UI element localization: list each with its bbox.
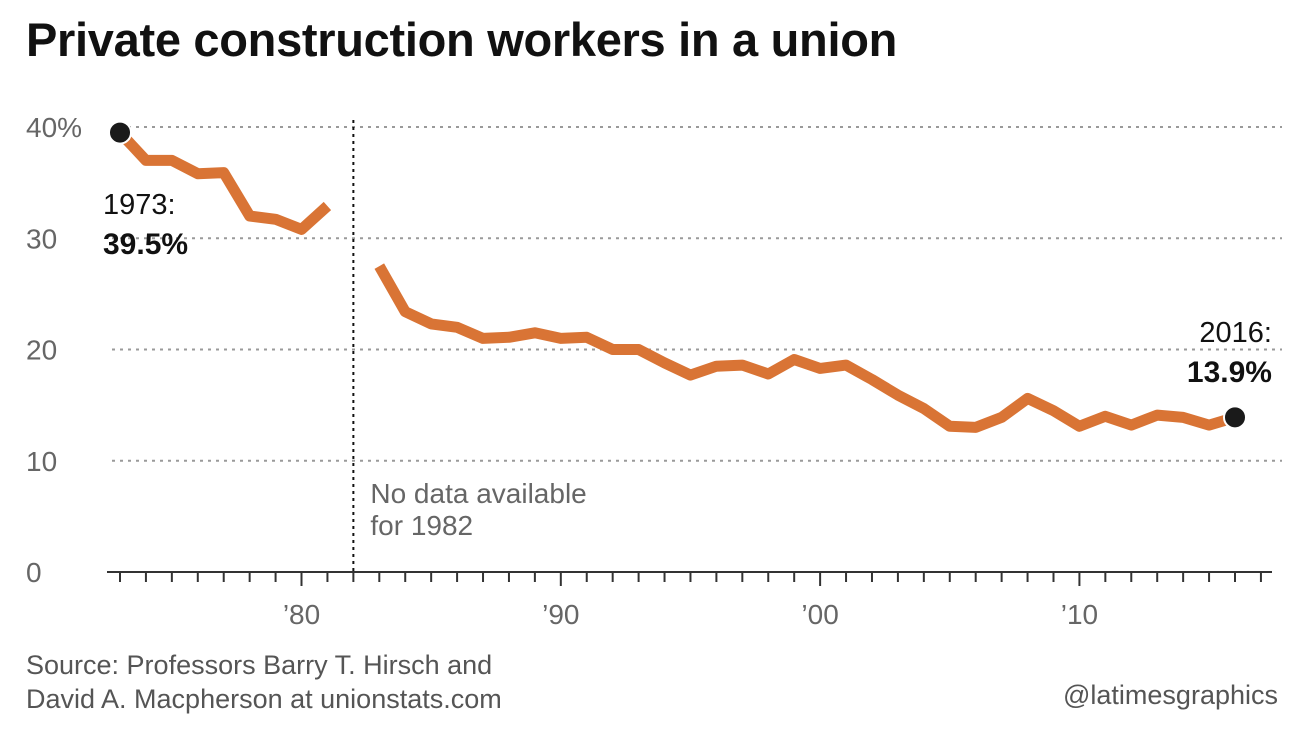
- y-tick-label-0: 0: [26, 557, 42, 588]
- grid-lines: [112, 126, 1282, 462]
- annotation-value-1973: 39.5%: [103, 228, 188, 261]
- source-line-1: Source: Professors Barry T. Hirsch and: [26, 650, 493, 680]
- series-segment-1: [115, 128, 332, 235]
- y-tick-label-20: 20: [26, 335, 57, 366]
- source-line-2: David A. Macpherson at unionstats.com: [26, 684, 502, 714]
- series-segment-2: [374, 263, 1237, 433]
- y-axis-ticks: 40% 30 20 10 0: [26, 112, 82, 588]
- series-lines: [115, 128, 1237, 433]
- source-note: Source: Professors Barry T. Hirsch and D…: [26, 648, 502, 716]
- annotation-year-2016: 2016:: [1199, 317, 1272, 349]
- highlight-point-1973: [108, 120, 132, 145]
- x-tick-label-2010: ’10: [1061, 599, 1098, 630]
- missing-note-line-2: for 1982: [370, 510, 473, 541]
- chart-title: Private construction workers in a union: [26, 13, 898, 66]
- annotation-value-2016: 13.9%: [1187, 356, 1272, 389]
- missing-note-line-1: No data available: [370, 478, 586, 509]
- x-tick-label-1980: ’80: [283, 599, 320, 630]
- y-tick-label-10: 10: [26, 446, 57, 477]
- y-tick-label-40: 40%: [26, 112, 82, 143]
- x-axis: ’80 ’90 ’00 ’10: [107, 571, 1272, 630]
- annotation-year-1973: 1973:: [103, 189, 176, 221]
- x-tick-label-1990: ’90: [542, 599, 579, 630]
- highlight-points: 1973: 39.5% 2016: 13.9%: [103, 120, 1272, 430]
- highlight-point-2016: [1223, 405, 1247, 430]
- x-tick-label-2000: ’00: [801, 599, 838, 630]
- credit-handle: @latimesgraphics: [1063, 680, 1278, 710]
- y-tick-label-30: 30: [26, 223, 57, 254]
